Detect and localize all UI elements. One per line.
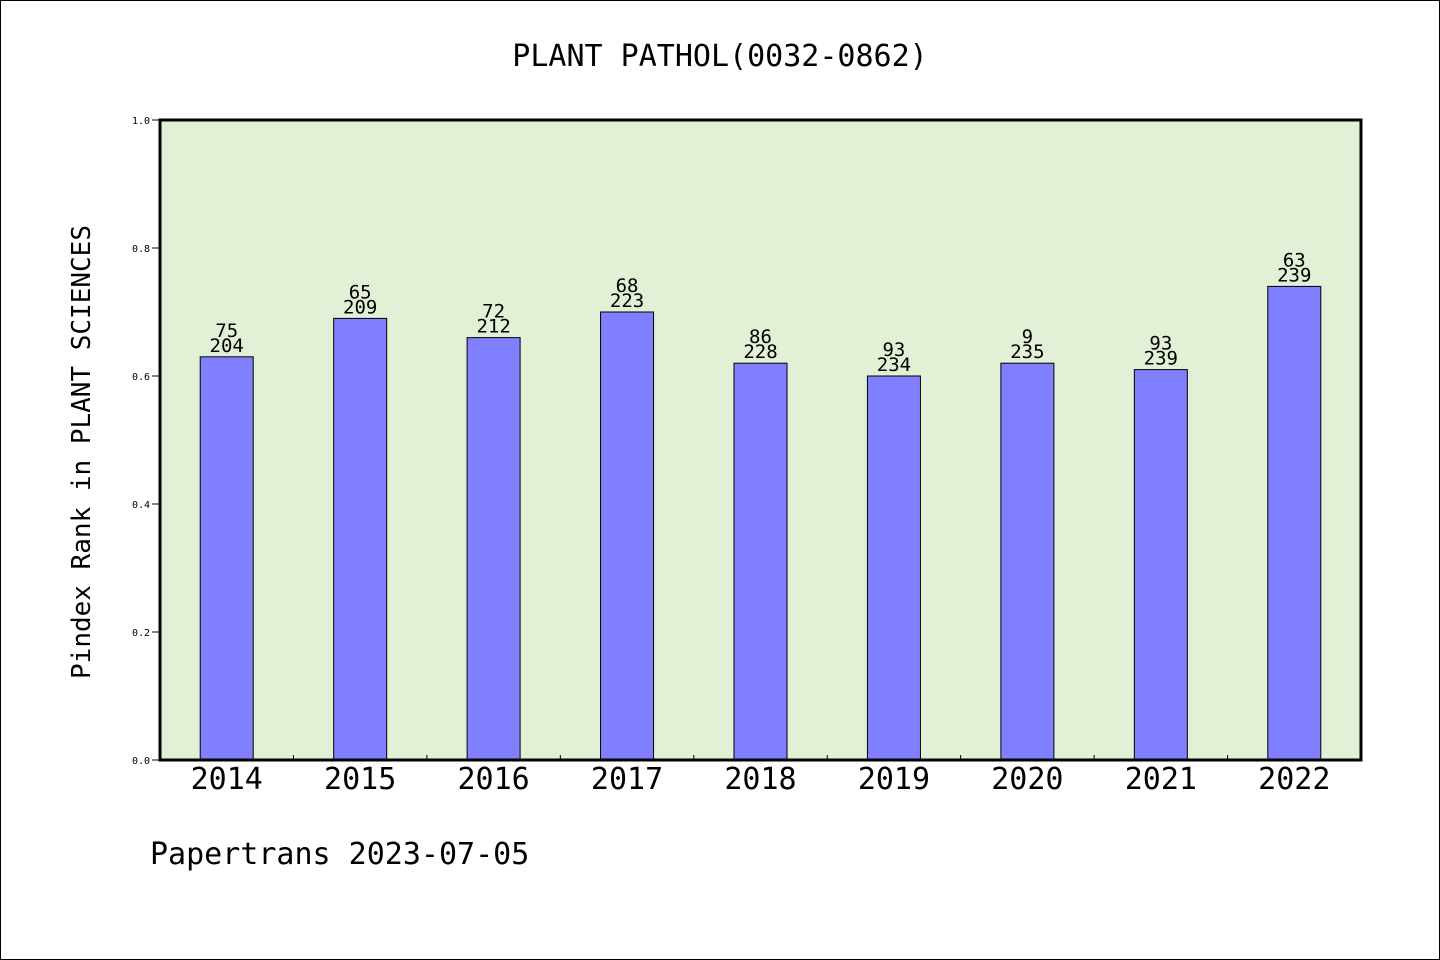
bar-rank-label: 93 [1149,333,1172,355]
bar-2020 [1000,362,1055,761]
bar-2018 [733,362,788,761]
bar-2016 [466,337,521,761]
y-tick-label: 1.0 [132,116,150,127]
y-axis-label: Pindex Rank in PLANT SCIENCES [67,225,97,679]
bar-2019 [866,375,921,761]
y-tick-label: 0.0 [132,756,150,767]
bar-2017 [600,311,655,761]
x-tick-label: 2016 [457,762,529,797]
bar-total-label: 209 [343,296,377,318]
bar-rank-label: 72 [482,301,505,323]
bar-rank-label: 75 [215,320,238,342]
bar-rank-label: 68 [616,275,639,297]
bar-2021 [1133,369,1188,761]
bar-rank-label: 63 [1283,249,1306,271]
bar-rank-label: 65 [349,281,372,303]
bar-rank-label: 9 [1022,326,1033,348]
y-tick-label: 0.2 [132,628,150,639]
bar-total-label: 212 [476,316,510,338]
bar-total-label: 235 [1010,341,1044,363]
x-tick-label: 2020 [991,762,1063,797]
bar-total-label: 239 [1277,264,1311,286]
bar-total-label: 228 [743,341,777,363]
bar-2014 [199,356,254,761]
footer-credit: Papertrans 2023-07-05 [150,837,529,872]
bars [199,285,1322,761]
bar-total-label: 223 [610,290,644,312]
x-tick-label: 2018 [724,762,796,797]
bar-2015 [333,317,388,761]
y-tick-label: 0.4 [132,500,150,511]
x-tick-label: 2015 [324,762,396,797]
x-tick-label: 2021 [1125,762,1197,797]
y-axis-ticks: 0.0 0.2 0.4 0.6 0.8 1.0 [132,116,160,767]
chart-title: PLANT PATHOL(0032-0862) [512,39,927,74]
y-tick-label: 0.6 [132,372,150,383]
bar-total-label: 234 [877,354,911,376]
bar-total-label: 204 [210,335,244,357]
y-tick-label: 0.8 [132,244,150,255]
plot-border [158,118,1363,762]
bar-total-label: 239 [1144,348,1178,370]
x-tick-label: 2022 [1258,762,1330,797]
bar-rank-label: 93 [882,339,905,361]
bar-rank-label: 86 [749,326,772,348]
x-tick-label: 2019 [858,762,930,797]
x-axis-tick-labels: 2014 2015 2016 2017 2018 2019 2020 2021 2022 [191,762,1331,797]
x-tick-label: 2014 [191,762,263,797]
bar-2022 [1267,285,1322,761]
x-tick-label: 2017 [591,762,663,797]
